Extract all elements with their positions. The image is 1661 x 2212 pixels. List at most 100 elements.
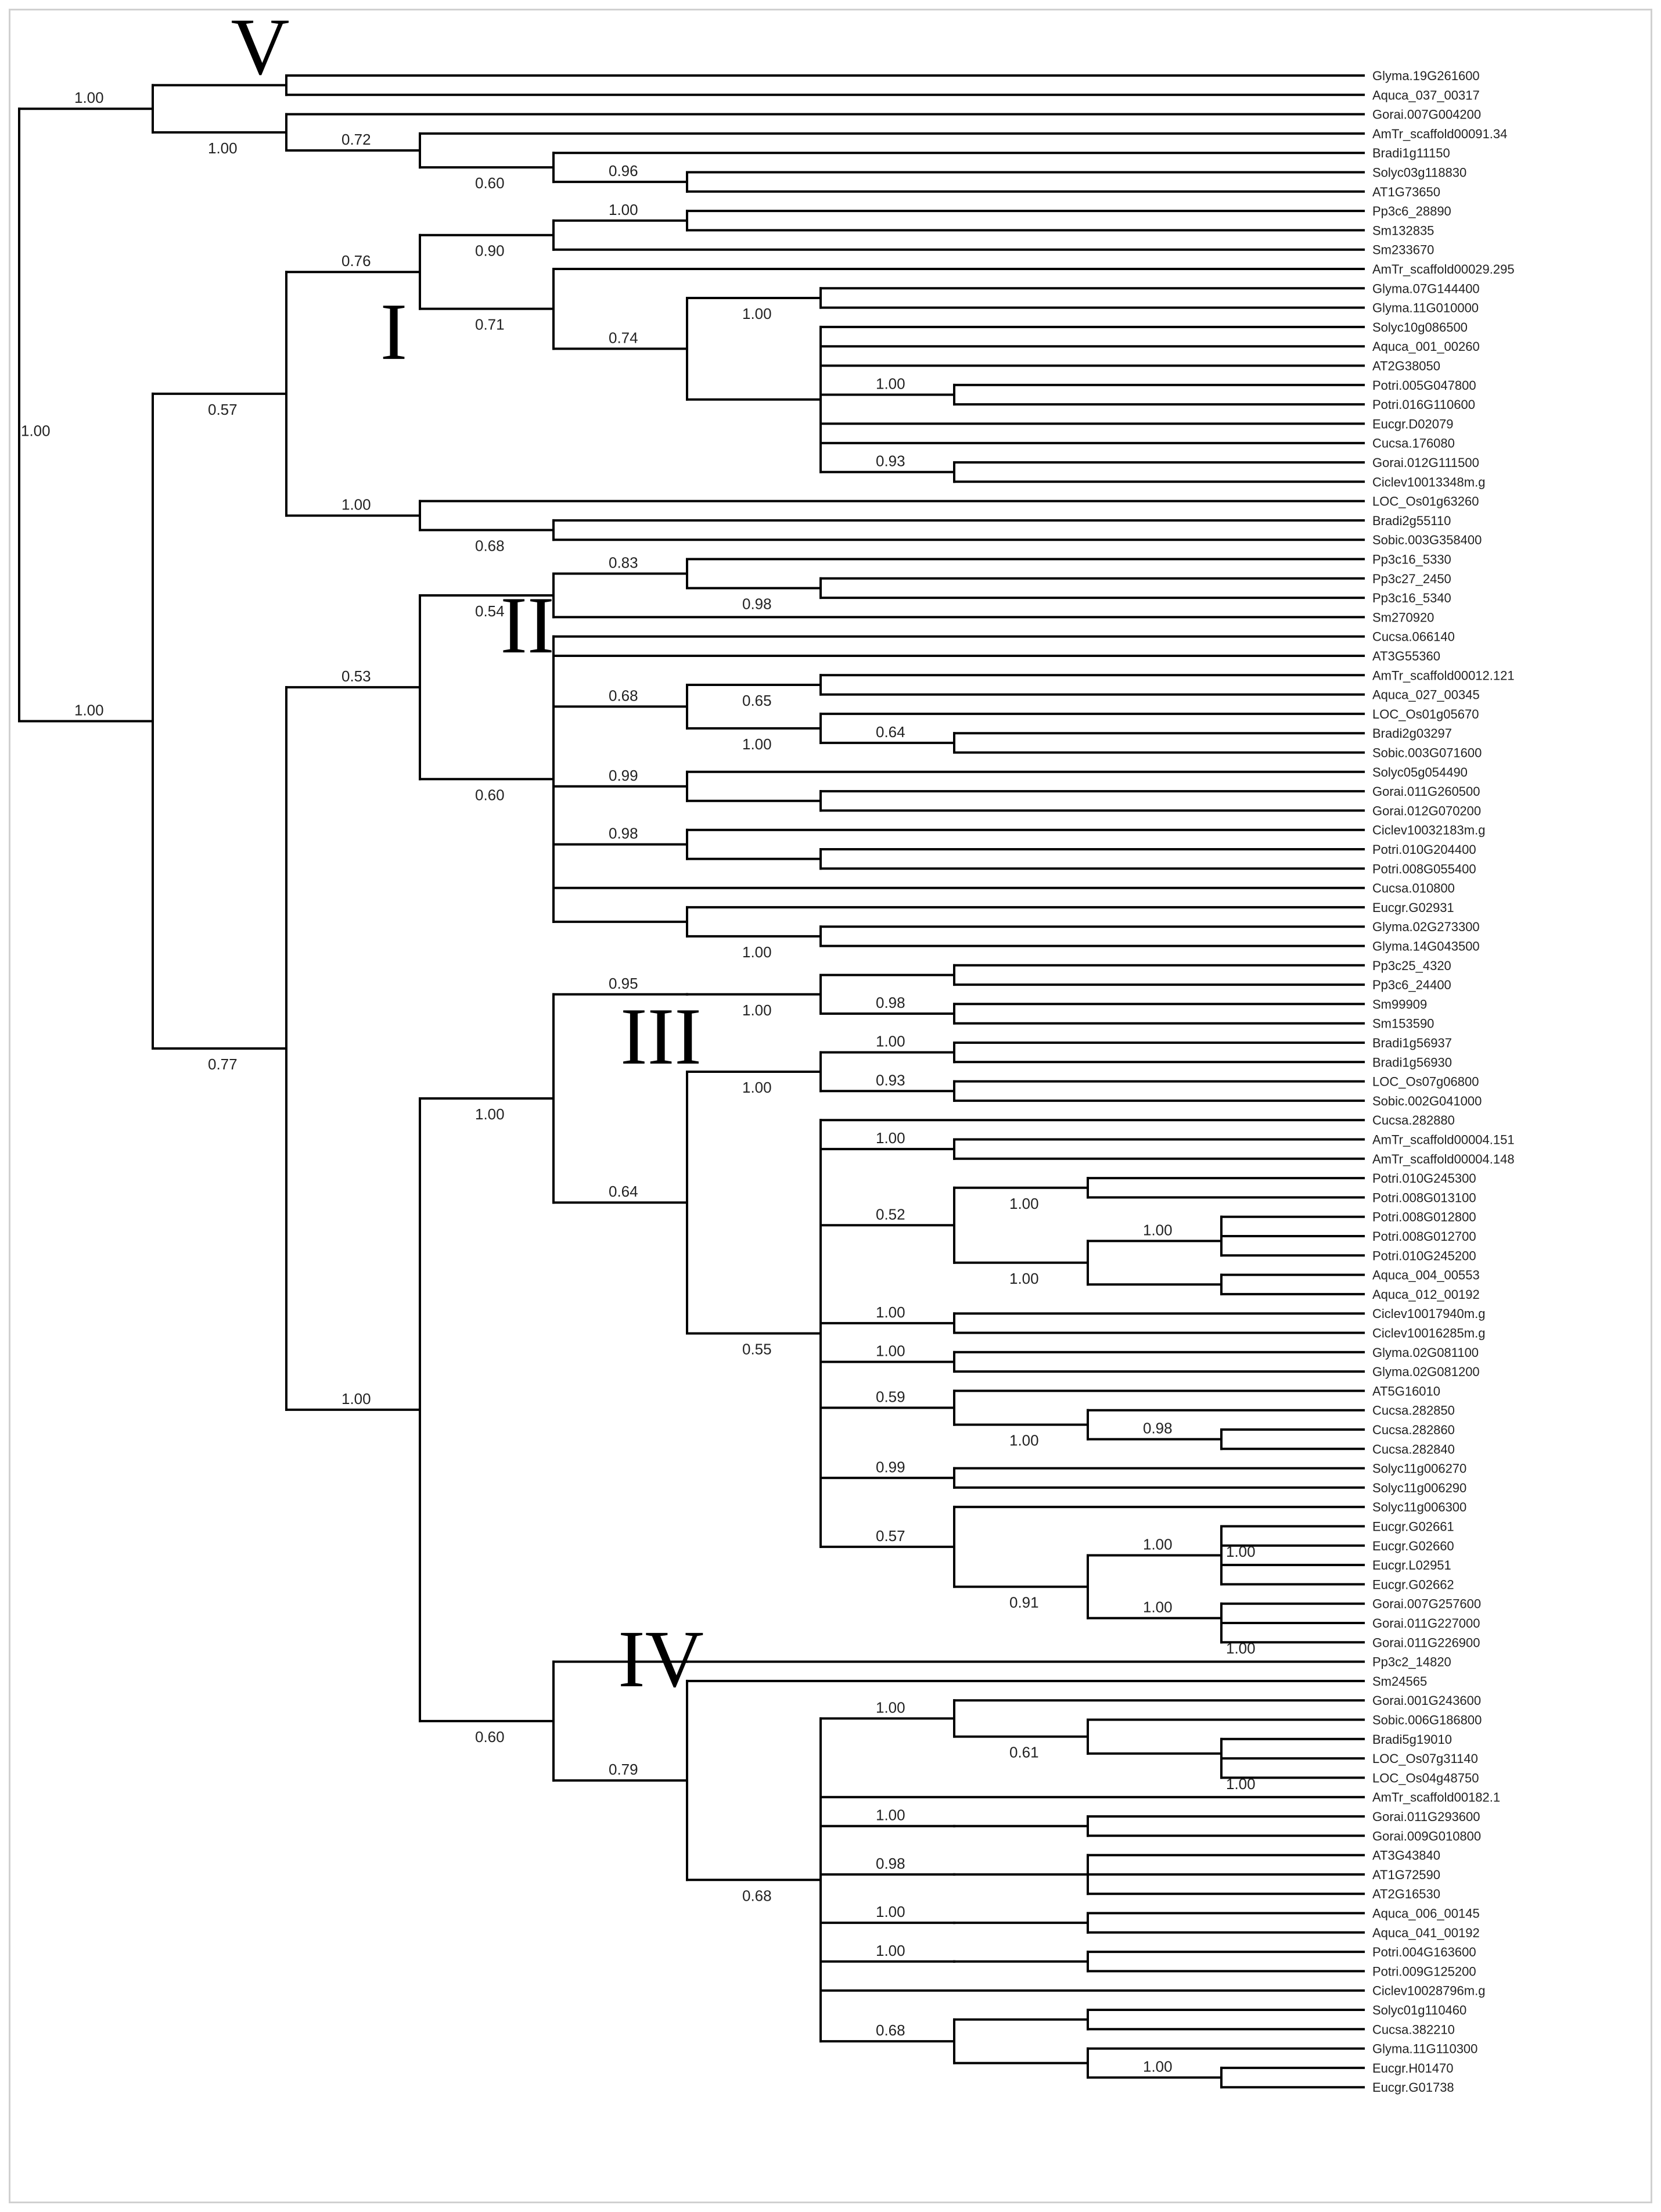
leaf-label: AmTr_scaffold00012.121 (1372, 668, 1515, 683)
leaf-label: AT2G16530 (1372, 1887, 1440, 1901)
leaf-label: Eucgr.G02931 (1372, 900, 1454, 915)
figure-frame: Glyma.19G261600 Aquca_037_00317 Gorai.007G… (9, 9, 1652, 2203)
support-value: 0.74 (609, 329, 638, 346)
leaf-label: Pp3c2_14820 (1372, 1655, 1451, 1669)
leaf-label: Sm99909 (1372, 997, 1427, 1011)
support-value: 0.98 (609, 825, 638, 842)
leaf-label: Glyma.11G110300 (1372, 2042, 1477, 2056)
leaf-label: LOC_Os07g31140 (1372, 1751, 1478, 1766)
support-value: 0.54 (475, 602, 505, 620)
leaf-label: AmTr_scaffold00091.34 (1372, 127, 1507, 141)
leaf-label: Sobic.002G041000 (1372, 1094, 1482, 1108)
leaf-label: Potri.008G013100 (1372, 1190, 1476, 1205)
leaf-label: Cucsa.010800 (1372, 881, 1455, 896)
leaf-label: Gorai.012G070200 (1372, 803, 1481, 818)
leaf-label: Cucsa.282860 (1372, 1423, 1455, 1437)
leaf-label: AmTr_scaffold00029.295 (1372, 262, 1515, 276)
leaf-label: Potri.005G047800 (1372, 378, 1476, 393)
leaf-label: Aquca_037_00317 (1372, 88, 1480, 102)
leaf-label: Pp3c6_28890 (1372, 204, 1451, 218)
leaf-label: Glyma.02G273300 (1372, 920, 1480, 934)
leaf-label: Sobic.003G358400 (1372, 533, 1482, 547)
support-value: 0.64 (876, 723, 905, 741)
support-value: 0.99 (876, 1458, 905, 1475)
leaf-label: Glyma.19G261600 (1372, 69, 1480, 83)
leaf-label: Solyc01g110460 (1372, 2003, 1466, 2017)
leaf-label: AmTr_scaffold00004.148 (1372, 1152, 1515, 1166)
leaf-label: Sobic.003G071600 (1372, 746, 1482, 760)
support-value: 1.00 (742, 1001, 772, 1019)
leaf-label: Eucgr.G02662 (1372, 1577, 1454, 1592)
leaf-label: Gorai.001G243600 (1372, 1693, 1481, 1708)
support-value: 1.00 (1226, 1543, 1256, 1560)
support-value: 1.00 (74, 89, 104, 106)
leaf-label: Potri.010G245200 (1372, 1248, 1476, 1263)
support-value: 0.52 (876, 1205, 905, 1223)
leaf-label: Aquca_004_00553 (1372, 1268, 1480, 1283)
leaf-label: AmTr_scaffold00004.151 (1372, 1133, 1515, 1147)
support-value: 1.00 (609, 201, 638, 218)
support-value: 0.60 (475, 174, 505, 192)
leaf-label: AT3G55360 (1372, 649, 1440, 663)
leaf-label: Pp3c16_5340 (1372, 591, 1451, 605)
leaf-label: Glyma.14G043500 (1372, 939, 1480, 954)
support-value: 0.60 (475, 1728, 505, 1746)
leaf-label: Eucgr.G02660 (1372, 1539, 1454, 1553)
leaf-label: LOC_Os07g06800 (1372, 1075, 1479, 1089)
support-value: 1.00 (208, 139, 238, 157)
support-value: 0.68 (475, 537, 505, 555)
leaf-label: Potri.004G163600 (1372, 1945, 1476, 1959)
leaf-label: Sm270920 (1372, 610, 1434, 624)
leaf-label: Potri.010G204400 (1372, 842, 1476, 857)
leaf-label: AT1G73650 (1372, 185, 1440, 199)
support-value: 0.64 (609, 1183, 638, 1200)
support-value: 1.00 (1226, 1775, 1256, 1793)
leaf-label: Gorai.011G227000 (1372, 1616, 1480, 1631)
leaf-label: Gorai.011G293600 (1372, 1809, 1480, 1824)
leaf-label: LOC_Os01g05670 (1372, 707, 1479, 721)
leaf-label: Ciclev10013348m.g (1372, 475, 1485, 489)
leaf-label: Cucsa.282840 (1372, 1442, 1455, 1456)
leaf-label: Eucgr.L02951 (1372, 1558, 1451, 1572)
support-value: 0.76 (341, 252, 371, 270)
support-value: 1.00 (876, 1033, 905, 1050)
leaf-label: Cucsa.282880 (1372, 1113, 1455, 1127)
support-value: 1.00 (742, 735, 772, 753)
support-value: 1.00 (876, 1942, 905, 1959)
leaf-label: Aquca_012_00192 (1372, 1287, 1480, 1302)
leaf-label: Sm24565 (1372, 1674, 1427, 1689)
leaf-label: Potri.010G245300 (1372, 1171, 1476, 1186)
support-value: 0.71 (475, 316, 505, 333)
support-value: 0.60 (475, 786, 505, 803)
leaf-label: Solyc11g006270 (1372, 1462, 1466, 1476)
support-value: 1.00 (1143, 2058, 1173, 2075)
leaf-label: Potri.016G110600 (1372, 397, 1475, 412)
support-value: 0.99 (609, 767, 638, 784)
leaf-label: AT5G16010 (1372, 1384, 1440, 1398)
support-value: 1.00 (475, 1105, 505, 1123)
leaf-label: AT3G43840 (1372, 1848, 1440, 1863)
leaf-label: Solyc05g054490 (1372, 765, 1468, 780)
leaf-label: Gorai.007G257600 (1372, 1597, 1481, 1611)
support-value: 0.96 (609, 162, 638, 179)
clade-label-iv: IV (618, 1614, 704, 1704)
leaf-label: Pp3c6_24400 (1372, 978, 1451, 992)
leaf-label: Potri.008G012700 (1372, 1229, 1476, 1244)
leaf-label: Bradi2g55110 (1372, 514, 1451, 528)
leaf-label: LOC_Os01g63260 (1372, 494, 1479, 509)
leaf-label: Solyc11g006300 (1372, 1500, 1466, 1514)
support-value: 1.00 (1143, 1599, 1173, 1616)
support-value: 1.00 (1009, 1432, 1039, 1449)
clade-label-ii: II (500, 580, 554, 670)
clade-label-v: V (231, 10, 289, 92)
support-value: 0.93 (876, 453, 905, 470)
leaf-label: Aquca_001_00260 (1372, 339, 1480, 354)
leaf-label: Bradi1g11150 (1372, 146, 1450, 160)
leaf-label: Bradi5g19010 (1372, 1732, 1452, 1747)
leaf-label: Eucgr.G02661 (1372, 1520, 1454, 1534)
support-value: 0.65 (742, 692, 772, 709)
leaf-label: Cucsa.282850 (1372, 1403, 1455, 1418)
support-value: 1.00 (742, 943, 772, 961)
leaf-label: Potri.008G012800 (1372, 1210, 1476, 1224)
leaf-label: Ciclev10017940m.g (1372, 1306, 1485, 1321)
